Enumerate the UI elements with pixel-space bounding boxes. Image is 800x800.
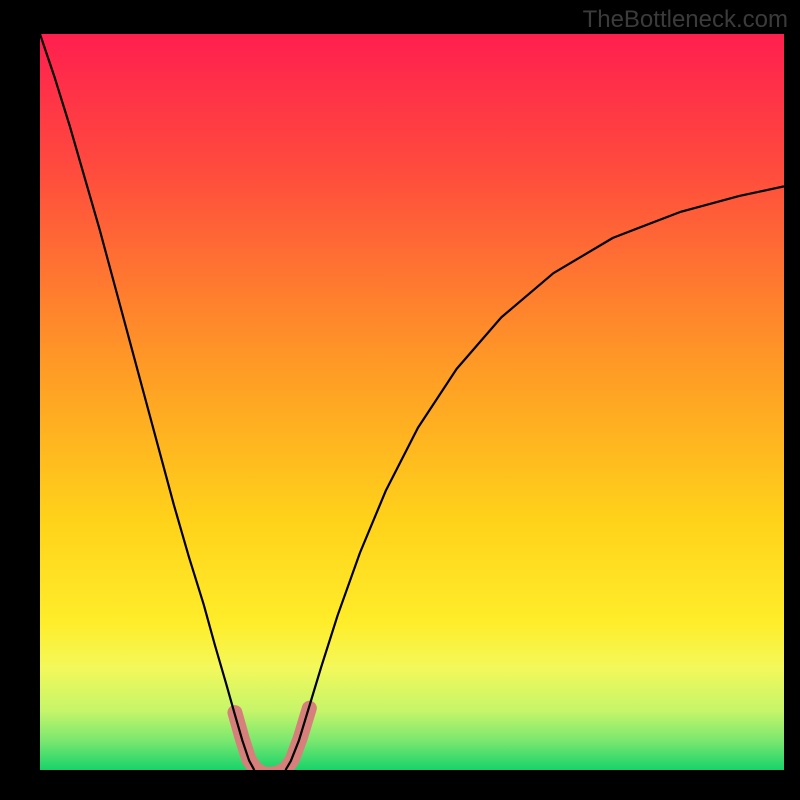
plot-area: [40, 34, 784, 770]
watermark-text: TheBottleneck.com: [583, 6, 788, 34]
curve-overlay: [40, 34, 784, 770]
chart-container: TheBottleneck.com: [0, 0, 800, 800]
